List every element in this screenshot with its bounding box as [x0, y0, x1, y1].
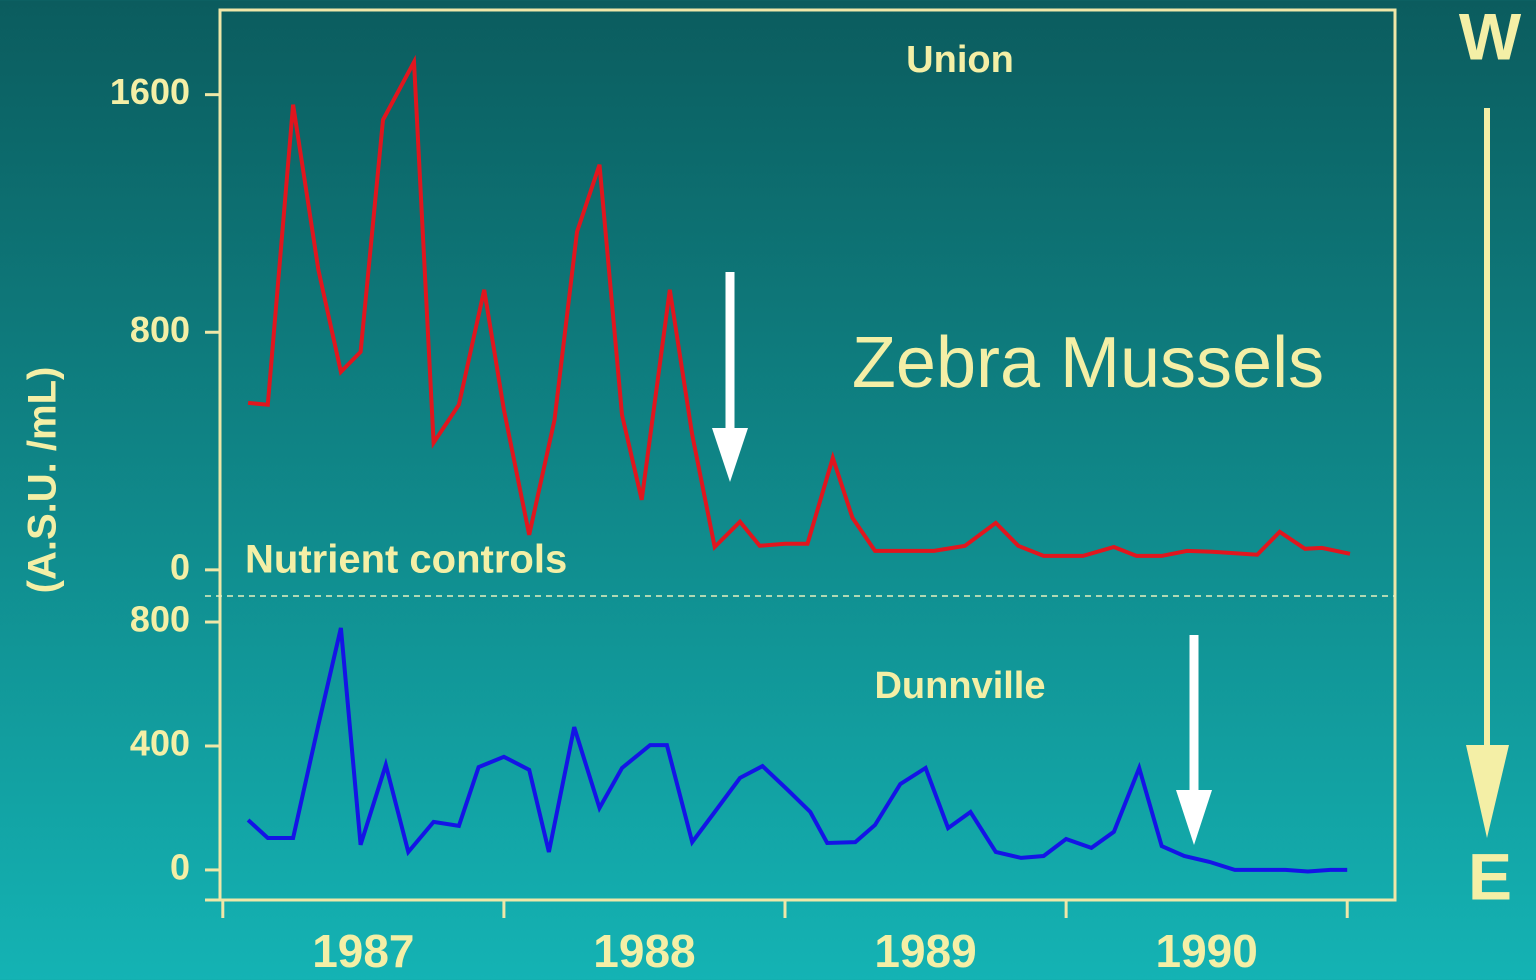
series-label: Union — [906, 39, 1014, 81]
data-line — [247, 54, 1351, 558]
data-line — [246, 627, 1348, 874]
annotation: Zebra Mussels — [852, 323, 1324, 403]
event-arrowhead — [712, 428, 748, 482]
y-tick-label: 800 — [130, 599, 190, 640]
y-tick-label: 0 — [170, 846, 190, 887]
y-tick-label: 1600 — [110, 71, 190, 112]
x-tick-label: 1989 — [874, 925, 976, 977]
annotation: W — [1459, 0, 1522, 73]
y-tick-label: 400 — [130, 723, 190, 764]
plot-frame — [218, 8, 1397, 902]
annotation: Nutrient controls — [245, 538, 567, 582]
event-arrowhead — [1176, 790, 1212, 845]
x-tick-label: 1988 — [593, 925, 695, 977]
series-label: Dunnville — [874, 665, 1045, 707]
y-axis-label: (A.S.U. /mL) — [21, 367, 65, 594]
y-tick-label: 0 — [170, 546, 190, 587]
x-tick-label: 1987 — [312, 925, 414, 977]
y-tick-label: 800 — [130, 309, 190, 350]
direction-arrowhead — [1466, 745, 1509, 838]
annotation: E — [1468, 839, 1512, 913]
x-tick-label: 1990 — [1155, 925, 1257, 977]
